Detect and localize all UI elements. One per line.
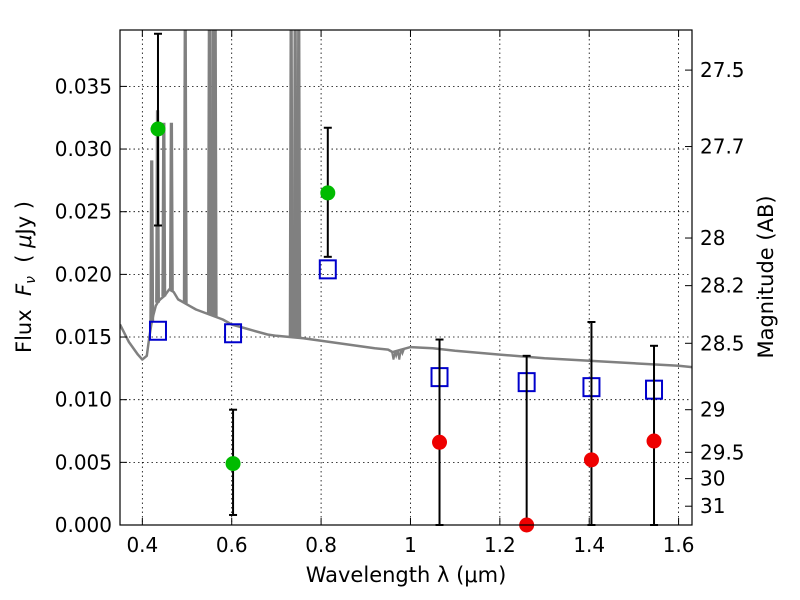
non-detection-point [432, 434, 448, 450]
y-tick-label: 0.030 [55, 137, 112, 161]
x-axis-label: Wavelength λ (μm) [306, 563, 507, 587]
y-tick-label: 0.010 [55, 388, 112, 412]
x-tick-label: 1.2 [484, 533, 516, 557]
y-axis-label: Flux Fν ( μJy ) [12, 201, 39, 353]
x-tick-label: 1 [404, 533, 417, 557]
emission-line [212, 30, 218, 317]
y-tick-label: 0.000 [55, 513, 112, 537]
detection-point [225, 456, 241, 472]
emission-line [168, 122, 174, 291]
x-tick-label: 0.4 [126, 533, 158, 557]
detection-point [150, 121, 166, 137]
plot-frame [119, 29, 693, 526]
model-photometry-square [318, 259, 337, 280]
emission-line [206, 30, 212, 315]
emission-line [296, 30, 302, 338]
y-tick-label: 0.035 [55, 74, 112, 98]
absorption-dip [396, 350, 402, 360]
absorption-dip [393, 350, 399, 360]
y-tick-label: 0.025 [55, 200, 112, 224]
model-photometry-square [224, 323, 243, 344]
absorption-dip [399, 348, 405, 357]
right-tick-label: 29.5 [700, 440, 745, 464]
axes: 0.4 0.6 0.8 1 1.2 1.4 1.6 0.000 0.005 0.010 0.015 0… [55, 30, 745, 557]
model-photometry-square [148, 320, 167, 341]
right-tick-label: 28.2 [700, 274, 745, 298]
absorption-dip [391, 351, 396, 360]
plot-background [120, 30, 692, 525]
emission-line [161, 122, 167, 297]
emission-line [149, 160, 155, 323]
right-tick-label: 31 [700, 494, 725, 518]
right-tick-label: 27.5 [700, 58, 745, 82]
y-tick-label: 0.005 [55, 450, 112, 474]
x-tick-label: 0.8 [305, 533, 337, 557]
right-tick-label: 28 [700, 226, 725, 250]
emission-line [182, 30, 188, 304]
detection-point [320, 185, 336, 201]
x-tick-label: 1.6 [663, 533, 695, 557]
x-tick-label: 1.4 [573, 533, 605, 557]
right-tick-label: 30 [700, 467, 725, 491]
right-tick-label: 29 [700, 398, 725, 422]
marker-layer [148, 32, 664, 533]
y-tick-label: 0.020 [55, 262, 112, 286]
right-axis-label: Magnitude (AB) [754, 195, 778, 358]
right-tick-label: 27.7 [700, 135, 745, 159]
x-tick-label: 0.6 [216, 533, 248, 557]
non-detection-point [646, 433, 662, 449]
non-detection-point [583, 452, 599, 468]
emission-line [292, 30, 298, 338]
y-tick-label: 0.015 [55, 325, 112, 349]
right-tick-label: 28.5 [700, 331, 745, 355]
emission-line [288, 30, 294, 338]
